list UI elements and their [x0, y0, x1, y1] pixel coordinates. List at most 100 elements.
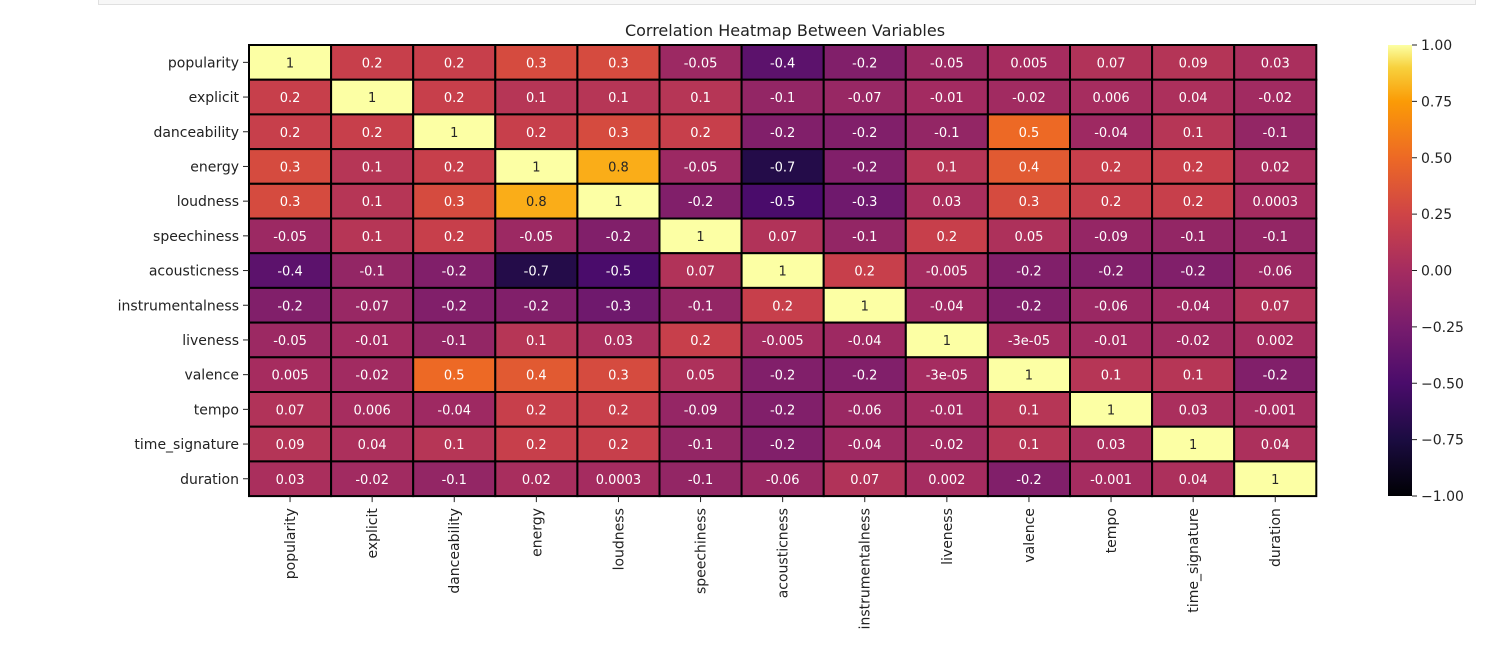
heatmap-cell-label: 0.1: [526, 91, 547, 106]
heatmap-cell: [658, 286, 743, 324]
heatmap-cell: [1233, 182, 1318, 220]
heatmap-cell-label: -0.02: [930, 438, 964, 453]
heatmap-cell: [1069, 44, 1154, 81]
heatmap-cell: [904, 321, 989, 359]
heatmap-cell-label: -0.04: [930, 299, 964, 314]
heatmap-cell-label: 0.2: [937, 230, 958, 245]
heatmap-cell-label: 0.2: [1101, 195, 1122, 210]
heatmap-cell: [1233, 391, 1318, 428]
heatmap-cell: [1233, 113, 1318, 151]
heatmap-cell: [248, 460, 333, 498]
y-tick-label: popularity: [168, 55, 239, 71]
heatmap-cell-label: 0.2: [444, 91, 465, 106]
heatmap-cell: [658, 182, 743, 220]
heatmap-cell: [658, 321, 743, 359]
heatmap-cell-label: 0.07: [276, 403, 305, 418]
heatmap-cell-label: -0.2: [770, 126, 795, 141]
heatmap-cell: [412, 78, 497, 116]
heatmap-cell-label: 0.04: [1261, 438, 1290, 453]
heatmap-cell: [1233, 425, 1318, 463]
x-tick-label: instrumentalness: [858, 508, 874, 629]
heatmap-cell-label: 0.3: [608, 369, 629, 384]
colorbar-tick-label: 0.75: [1421, 94, 1452, 110]
heatmap-cell: [1151, 356, 1236, 393]
heatmap-cell-label: 0.1: [526, 334, 547, 349]
heatmap-cell-label: 0.8: [526, 195, 547, 210]
heatmap-cell-label: 0.04: [358, 438, 387, 453]
heatmap-cell-label: -0.5: [606, 265, 631, 280]
heatmap-cell-label: 0.0003: [1253, 195, 1299, 210]
heatmap-cell-label: -0.005: [762, 334, 804, 349]
heatmap-cell-label: 0.1: [362, 160, 383, 175]
heatmap-cell: [1233, 321, 1318, 359]
heatmap-cell-label: -0.05: [684, 160, 718, 175]
heatmap-cell: [412, 321, 497, 359]
heatmap-cell-label: -0.2: [277, 299, 302, 314]
heatmap-cell-label: -0.2: [442, 265, 467, 280]
heatmap-cell-label: 0.03: [604, 334, 633, 349]
heatmap-cell-label: -0.02: [1258, 91, 1292, 106]
heatmap-cell-label: 1: [1189, 438, 1197, 453]
heatmap-cell-label: 0.2: [1183, 160, 1204, 175]
heatmap-cell-label: -0.05: [520, 230, 554, 245]
x-tick-label: duration: [1268, 508, 1284, 567]
heatmap-cell: [412, 182, 497, 220]
heatmap-cell: [330, 148, 415, 185]
heatmap-cell-label: -0.2: [770, 438, 795, 453]
heatmap-cell-label: 0.2: [280, 126, 301, 141]
heatmap-cell: [1151, 148, 1236, 185]
y-tick-label: time_signature: [134, 437, 239, 453]
heatmap-cell-label: 0.3: [280, 195, 301, 210]
heatmap-cell-label: -0.1: [1180, 230, 1205, 245]
heatmap-cell: [904, 78, 989, 116]
colorbar-tick-label: −0.25: [1421, 320, 1464, 336]
heatmap-cell-label: -0.2: [688, 195, 713, 210]
heatmap-cell: [904, 113, 989, 151]
heatmap-cell-label: 0.4: [1019, 160, 1040, 175]
heatmap-cell: [330, 356, 415, 393]
heatmap-cell: [904, 286, 989, 324]
heatmap-cell-label: -0.07: [848, 91, 882, 106]
heatmap-cell-label: -3e-05: [1008, 334, 1050, 349]
heatmap-cell: [412, 217, 497, 255]
heatmap-cell-label: -0.4: [770, 56, 795, 71]
heatmap-cell: [576, 252, 661, 289]
heatmap-cell: [1151, 321, 1236, 359]
heatmap-cell-label: -0.04: [437, 403, 471, 418]
heatmap-cell-label: 0.2: [526, 403, 547, 418]
heatmap-cell: [576, 321, 661, 359]
x-tick-label: explicit: [365, 508, 381, 559]
heatmap-cell-label: 0.2: [690, 126, 711, 141]
y-tick-label: liveness: [182, 333, 239, 349]
heatmap-cell-label: 0.2: [526, 126, 547, 141]
heatmap-cell: [822, 286, 907, 324]
x-tick-label: tempo: [1104, 508, 1120, 553]
heatmap-cell-label: 0.1: [608, 91, 629, 106]
heatmap-cell-label: -0.2: [852, 160, 877, 175]
y-tick-label: danceability: [153, 125, 239, 141]
heatmap-cell-label: 0.1: [1183, 126, 1204, 141]
heatmap-cell-label: -0.2: [606, 230, 631, 245]
heatmap-cell-label: 0.006: [354, 403, 391, 418]
heatmap-cell-label: 0.1: [362, 195, 383, 210]
heatmap-cell-label: 0.2: [526, 438, 547, 453]
heatmap-cell: [822, 425, 907, 463]
heatmap-cell: [494, 252, 579, 289]
heatmap-cell: [904, 44, 989, 81]
heatmap-cell-label: -0.1: [852, 230, 877, 245]
heatmap-cell: [740, 425, 825, 463]
heatmap-cell-label: 0.005: [1010, 56, 1047, 71]
heatmap-cell-label: 0.2: [608, 403, 629, 418]
heatmap-cell-label: 0.2: [444, 230, 465, 245]
heatmap-cell-label: -0.2: [1016, 299, 1041, 314]
heatmap-cell-label: -0.005: [926, 265, 968, 280]
heatmap-cell-label: -3e-05: [926, 369, 968, 384]
heatmap-cell-label: 1: [614, 195, 622, 210]
heatmap-cell-label: 0.07: [850, 473, 879, 488]
heatmap-cell: [1233, 217, 1318, 255]
heatmap-cell-label: -0.06: [1094, 299, 1128, 314]
heatmap-cell: [494, 113, 579, 151]
heatmap-cell: [330, 252, 415, 289]
heatmap-cell-label: 0.2: [444, 160, 465, 175]
heatmap-cell-label: 0.03: [932, 195, 961, 210]
